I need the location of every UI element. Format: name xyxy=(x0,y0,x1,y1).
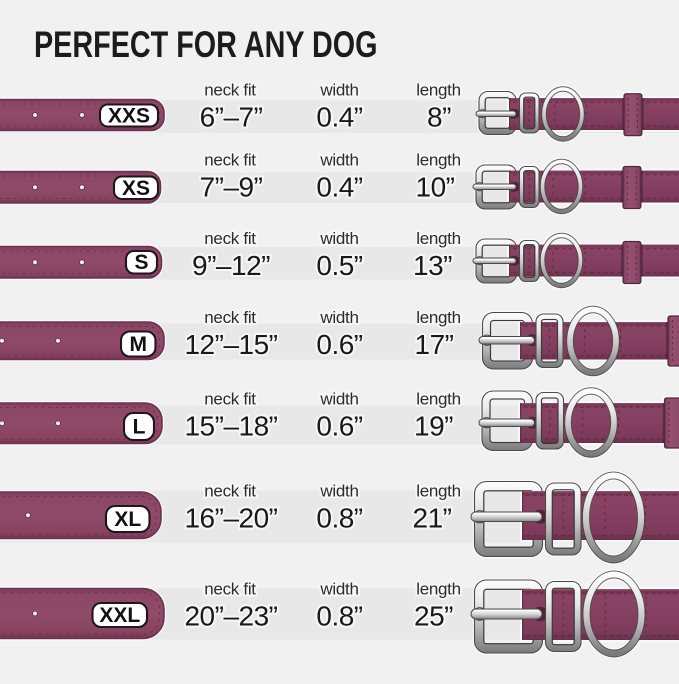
svg-text:L: L xyxy=(133,416,146,439)
svg-text:16”–20”: 16”–20” xyxy=(184,503,277,534)
svg-text:0.8”: 0.8” xyxy=(316,601,362,632)
svg-text:neck fit: neck fit xyxy=(204,81,256,100)
svg-text:0.6”: 0.6” xyxy=(316,410,362,441)
svg-text:20”–23”: 20”–23” xyxy=(184,601,277,632)
svg-text:0.5”: 0.5” xyxy=(316,250,362,281)
svg-text:10”: 10” xyxy=(416,172,455,203)
svg-text:length: length xyxy=(416,580,461,599)
svg-text:width: width xyxy=(319,308,358,327)
svg-text:width: width xyxy=(319,580,358,599)
svg-text:neck fit: neck fit xyxy=(204,151,256,170)
svg-text:neck fit: neck fit xyxy=(204,229,256,248)
svg-text:length: length xyxy=(416,81,461,100)
svg-text:7”–9”: 7”–9” xyxy=(200,172,263,203)
svg-text:6”–7”: 6”–7” xyxy=(200,102,263,133)
svg-text:0.4”: 0.4” xyxy=(316,102,362,133)
svg-text:XS: XS xyxy=(122,177,150,200)
svg-text:S: S xyxy=(134,251,148,274)
svg-text:neck fit: neck fit xyxy=(204,389,256,408)
svg-text:8”: 8” xyxy=(427,102,451,133)
svg-text:length: length xyxy=(416,389,461,408)
svg-text:17”: 17” xyxy=(415,329,454,360)
svg-text:width: width xyxy=(319,81,358,100)
svg-text:M: M xyxy=(129,333,147,356)
svg-text:XXL: XXL xyxy=(99,604,140,627)
svg-text:13”: 13” xyxy=(413,250,452,281)
svg-text:width: width xyxy=(319,482,358,501)
svg-text:XXS: XXS xyxy=(108,105,150,128)
svg-text:15”–18”: 15”–18” xyxy=(184,410,277,441)
svg-text:9”–12”: 9”–12” xyxy=(192,250,270,281)
svg-text:neck fit: neck fit xyxy=(204,482,256,501)
svg-text:PERFECT FOR ANY DOG: PERFECT FOR ANY DOG xyxy=(34,23,378,65)
svg-text:12”–15”: 12”–15” xyxy=(184,329,277,360)
svg-text:XL: XL xyxy=(114,508,141,531)
svg-text:length: length xyxy=(416,308,461,327)
svg-text:19”: 19” xyxy=(414,410,453,441)
svg-text:25”: 25” xyxy=(414,601,453,632)
svg-text:21”: 21” xyxy=(413,503,452,534)
svg-text:length: length xyxy=(416,482,461,501)
svg-text:width: width xyxy=(319,151,358,170)
svg-text:neck fit: neck fit xyxy=(204,580,256,599)
svg-text:length: length xyxy=(416,151,461,170)
svg-text:width: width xyxy=(319,229,358,248)
svg-text:width: width xyxy=(319,389,358,408)
svg-text:0.8”: 0.8” xyxy=(316,503,362,534)
svg-text:0.4”: 0.4” xyxy=(316,172,362,203)
svg-text:0.6”: 0.6” xyxy=(316,329,362,360)
svg-text:length: length xyxy=(416,229,461,248)
svg-text:neck fit: neck fit xyxy=(204,308,256,327)
